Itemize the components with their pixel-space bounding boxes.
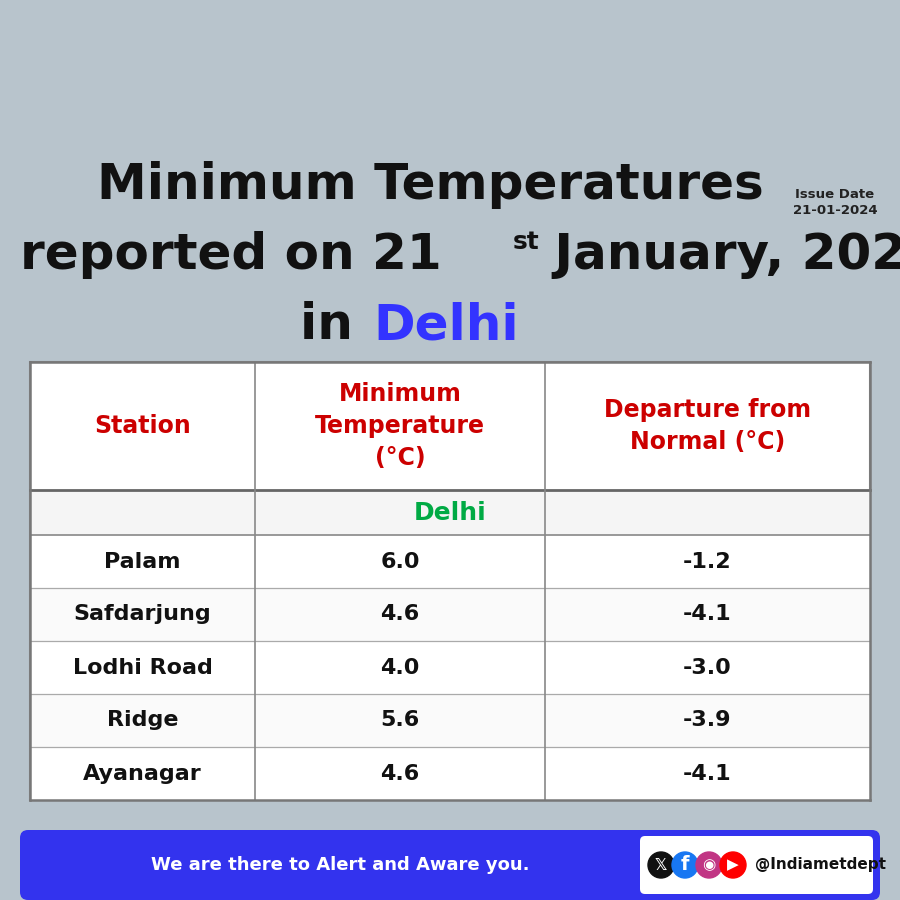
Text: 4.0: 4.0 <box>381 658 419 678</box>
Circle shape <box>696 852 722 878</box>
Text: in: in <box>300 301 370 349</box>
FancyBboxPatch shape <box>20 830 880 900</box>
Text: January, 2024: January, 2024 <box>537 231 900 279</box>
Text: Lodhi Road: Lodhi Road <box>73 658 212 678</box>
Bar <box>30 490 870 535</box>
Text: 𝕏: 𝕏 <box>655 858 667 872</box>
Text: -4.1: -4.1 <box>683 605 732 625</box>
Text: Departure from
Normal (°C): Departure from Normal (°C) <box>604 398 811 454</box>
Text: 6.0: 6.0 <box>380 552 419 572</box>
Text: ◉: ◉ <box>702 858 716 872</box>
Circle shape <box>648 852 674 878</box>
Bar <box>30 362 870 800</box>
Circle shape <box>672 852 698 878</box>
Bar <box>30 535 870 588</box>
Text: Ridge: Ridge <box>107 710 178 731</box>
Text: Minimum Temperatures: Minimum Temperatures <box>96 161 763 209</box>
Text: -4.1: -4.1 <box>683 763 732 784</box>
Text: Station: Station <box>94 414 191 438</box>
Text: @Indiametdept: @Indiametdept <box>755 858 886 872</box>
Text: -1.2: -1.2 <box>683 552 732 572</box>
Text: Delhi: Delhi <box>414 500 486 525</box>
FancyBboxPatch shape <box>640 836 873 894</box>
Text: 21-01-2024: 21-01-2024 <box>793 203 878 217</box>
Bar <box>30 694 870 747</box>
Text: Palam: Palam <box>104 552 181 572</box>
Text: ▶: ▶ <box>727 858 739 872</box>
Text: -3.0: -3.0 <box>683 658 732 678</box>
Text: Ayanagar: Ayanagar <box>83 763 202 784</box>
Text: Issue Date: Issue Date <box>796 188 875 202</box>
Text: Minimum
Temperature
(°C): Minimum Temperature (°C) <box>315 382 485 470</box>
Circle shape <box>720 852 746 878</box>
Bar <box>30 641 870 694</box>
Text: f: f <box>680 856 689 875</box>
Text: 4.6: 4.6 <box>381 763 419 784</box>
Text: reported on 21: reported on 21 <box>20 231 442 279</box>
Text: 4.6: 4.6 <box>381 605 419 625</box>
Text: -3.9: -3.9 <box>683 710 732 731</box>
Bar <box>30 588 870 641</box>
Text: Safdarjung: Safdarjung <box>74 605 211 625</box>
Text: We are there to Alert and Aware you.: We are there to Alert and Aware you. <box>151 856 529 874</box>
Text: st: st <box>513 230 540 254</box>
Text: Delhi: Delhi <box>373 301 518 349</box>
Bar <box>30 747 870 800</box>
Text: 5.6: 5.6 <box>381 710 419 731</box>
